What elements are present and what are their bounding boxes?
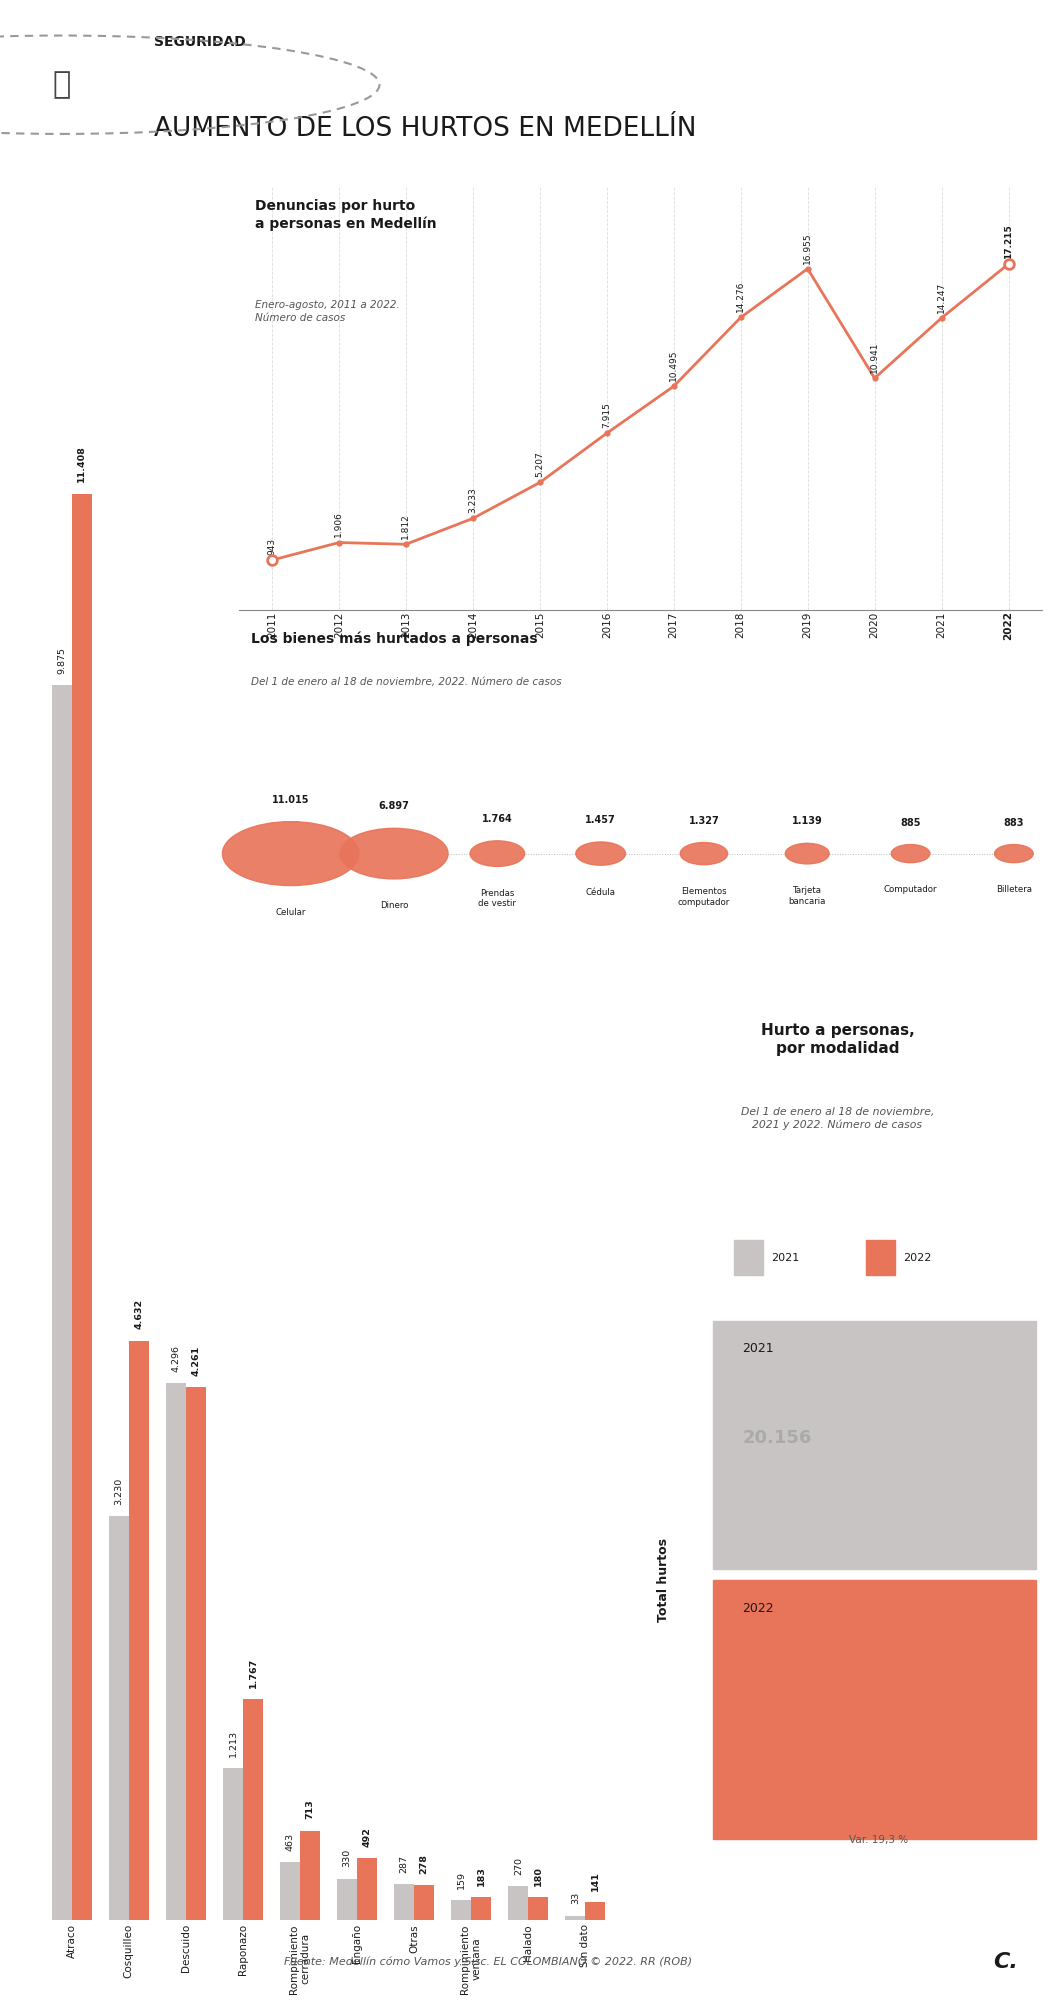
- Bar: [585, 1902, 605, 1920]
- Text: 5.207: 5.207: [535, 452, 544, 478]
- Text: 16.955: 16.955: [803, 232, 812, 264]
- Bar: [452, 1900, 472, 1920]
- Bar: [243, 1700, 263, 1920]
- Text: Enero-agosto, 2011 a 2022.
Número de casos: Enero-agosto, 2011 a 2022. Número de cas…: [254, 300, 400, 322]
- Text: 1.812: 1.812: [402, 514, 410, 540]
- Text: 9.875: 9.875: [57, 648, 67, 674]
- Text: 3.230: 3.230: [114, 1478, 123, 1504]
- Text: Var. 19,3 %: Var. 19,3 %: [849, 1834, 908, 1844]
- Text: Los bienes más hurtados a personas: Los bienes más hurtados a personas: [250, 632, 537, 646]
- Text: 885: 885: [900, 818, 921, 828]
- Text: 287: 287: [400, 1854, 409, 1872]
- Bar: [280, 1862, 300, 1920]
- Circle shape: [994, 844, 1034, 862]
- Text: Hurto a personas,
por modalidad: Hurto a personas, por modalidad: [760, 1022, 915, 1056]
- Text: 1.457: 1.457: [585, 816, 616, 826]
- Circle shape: [785, 844, 829, 864]
- Circle shape: [576, 842, 625, 866]
- Text: 183: 183: [477, 1866, 485, 1886]
- Text: C.: C.: [993, 1952, 1018, 1972]
- Text: 1.327: 1.327: [689, 816, 720, 826]
- Bar: [337, 1878, 357, 1920]
- Text: 4.261: 4.261: [192, 1346, 200, 1376]
- Bar: [414, 1886, 435, 1920]
- Text: Billetera: Billetera: [995, 886, 1031, 894]
- Bar: [186, 1388, 206, 1920]
- Circle shape: [223, 822, 359, 886]
- Text: 17.215: 17.215: [1004, 224, 1013, 258]
- Text: Computador: Computador: [884, 886, 937, 894]
- Text: 14.276: 14.276: [737, 280, 745, 312]
- Text: SEGURIDAD: SEGURIDAD: [154, 36, 246, 50]
- Text: 11.408: 11.408: [77, 446, 86, 482]
- Text: Dinero: Dinero: [379, 902, 408, 910]
- Text: 33: 33: [571, 1892, 580, 1904]
- Bar: [394, 1884, 414, 1920]
- Text: 24.055: 24.055: [742, 1688, 812, 1706]
- Text: 1.139: 1.139: [792, 816, 823, 826]
- Text: 943: 943: [267, 538, 277, 554]
- Bar: [72, 494, 92, 1920]
- Bar: [866, 1240, 896, 1276]
- Text: 10.495: 10.495: [669, 350, 678, 382]
- Bar: [129, 1340, 148, 1920]
- Text: 159: 159: [457, 1870, 465, 1888]
- Text: 10.941: 10.941: [870, 342, 879, 374]
- Text: Celular: Celular: [276, 908, 306, 918]
- Text: 330: 330: [342, 1850, 352, 1868]
- Text: 2021: 2021: [742, 1342, 774, 1356]
- Bar: [166, 1382, 185, 1920]
- Text: 492: 492: [363, 1828, 372, 1848]
- Bar: [300, 1830, 320, 1920]
- Circle shape: [470, 840, 525, 866]
- Text: Elementos
computador: Elementos computador: [677, 888, 730, 906]
- Bar: [472, 1898, 491, 1920]
- Text: 20.156: 20.156: [742, 1428, 812, 1446]
- Text: 883: 883: [1004, 818, 1024, 828]
- Text: 270: 270: [514, 1856, 523, 1874]
- Text: Total hurtos: Total hurtos: [657, 1538, 670, 1622]
- Text: 1.906: 1.906: [335, 512, 343, 538]
- Text: 2022: 2022: [742, 1602, 774, 1614]
- Text: 6.897: 6.897: [378, 802, 409, 812]
- Text: Del 1 de enero al 18 de noviembre,
2021 y 2022. Número de casos: Del 1 de enero al 18 de noviembre, 2021 …: [741, 1108, 934, 1130]
- Bar: [734, 1240, 763, 1276]
- Bar: [713, 1580, 1036, 1840]
- Text: 11.015: 11.015: [272, 794, 310, 804]
- Text: 2021: 2021: [772, 1252, 799, 1262]
- Text: 1.213: 1.213: [229, 1730, 237, 1756]
- Text: 141: 141: [590, 1872, 600, 1890]
- Bar: [509, 1886, 528, 1920]
- Bar: [565, 1916, 585, 1920]
- Text: 4.632: 4.632: [135, 1300, 143, 1330]
- Bar: [109, 1516, 129, 1920]
- Text: Del 1 de enero al 18 de noviembre, 2022. Número de casos: Del 1 de enero al 18 de noviembre, 2022.…: [250, 676, 561, 686]
- Circle shape: [891, 844, 930, 862]
- Text: 14.247: 14.247: [937, 282, 946, 312]
- Text: 3.233: 3.233: [469, 488, 477, 514]
- Text: 713: 713: [305, 1800, 315, 1820]
- Circle shape: [340, 828, 448, 878]
- Text: 1.767: 1.767: [248, 1658, 258, 1688]
- Text: Cédula: Cédula: [585, 888, 616, 896]
- Circle shape: [681, 842, 727, 864]
- Text: AUMENTO DE LOS HURTOS EN MEDELLÍN: AUMENTO DE LOS HURTOS EN MEDELLÍN: [154, 116, 696, 142]
- Text: Fuente: Medellín cómo Vamos y Sisc. EL COLOMBIANO © 2022. RR (ROB): Fuente: Medellín cómo Vamos y Sisc. EL C…: [283, 1956, 692, 1968]
- Text: 1.764: 1.764: [482, 814, 513, 824]
- Text: ⌕: ⌕: [52, 70, 71, 100]
- Text: Tarjeta
bancaria: Tarjeta bancaria: [789, 886, 826, 906]
- Text: 180: 180: [534, 1866, 543, 1886]
- Bar: [223, 1768, 243, 1920]
- Text: 278: 278: [420, 1854, 428, 1874]
- Text: Prendas
de vestir: Prendas de vestir: [478, 888, 516, 908]
- Text: 463: 463: [285, 1832, 295, 1850]
- Text: 4.296: 4.296: [172, 1344, 180, 1372]
- Text: 7.915: 7.915: [602, 402, 612, 428]
- Bar: [52, 686, 72, 1920]
- Bar: [713, 1320, 1036, 1570]
- Text: 2022: 2022: [903, 1252, 932, 1262]
- Bar: [528, 1898, 548, 1920]
- Bar: [357, 1858, 377, 1920]
- Text: Denuncias por hurto
a personas en Medellín: Denuncias por hurto a personas en Medell…: [254, 198, 437, 230]
